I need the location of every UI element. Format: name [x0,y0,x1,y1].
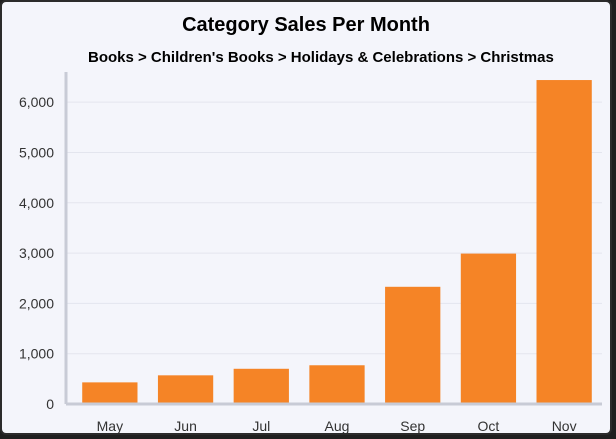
bar-oct [460,253,517,404]
x-tick-label: Aug [325,418,350,434]
bar-chart: 0 1,000 2,000 3,000 4,000 5,000 6,000 May Jun Jul… [19,72,602,434]
chart-title: Category Sales Per Month [182,14,430,36]
y-tick-label: 2,000 [19,295,54,311]
y-tick-label: 6,000 [19,94,54,110]
y-tick-label: 4,000 [19,195,54,211]
bar-nov [536,80,592,404]
bar-aug [309,365,365,404]
x-tick-label: Jul [252,418,270,434]
bar-may [82,382,138,404]
x-tick-label: May [97,418,123,434]
chart-subtitle: Books > Children's Books > Holidays & Ce… [88,49,554,66]
x-tick-label: Sep [400,418,425,434]
y-tick-label: 3,000 [19,245,54,261]
y-tick-label: 1,000 [19,346,54,362]
x-tick-label: Jun [174,418,197,434]
x-tick-label: Nov [552,418,577,434]
bar-sep [385,286,441,404]
x-tick-label: Oct [478,418,500,434]
bar-jul [233,368,289,404]
y-tick-label: 5,000 [19,144,54,160]
bar-jun [157,375,214,404]
y-tick-label: 0 [46,396,54,412]
